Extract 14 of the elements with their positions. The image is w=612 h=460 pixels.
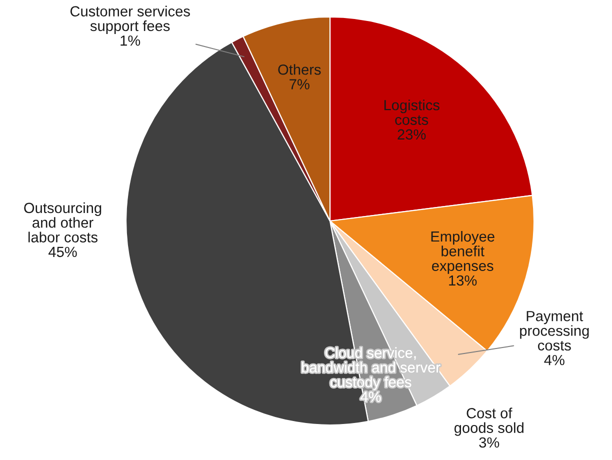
slice-label: Customer services support fees [70,6,190,34]
data-label: 7% [290,79,310,90]
slice-label: Cost of goods sold [454,408,524,436]
data-label: 3% [479,437,500,448]
data-label: 23% [398,129,426,140]
data-label: 13% [449,275,477,286]
slice-label: Outsourcing and other labor costs [24,202,102,242]
slice-label: Employee benefit expenses [431,230,494,274]
data-label: 1% [120,36,140,46]
slice-label: Payment processing costs [520,311,589,351]
slice-label: Logistics costs [384,100,440,125]
data-label: 4% [544,354,564,366]
data-label: 45% [48,246,77,258]
slice-label: Others [278,64,321,75]
